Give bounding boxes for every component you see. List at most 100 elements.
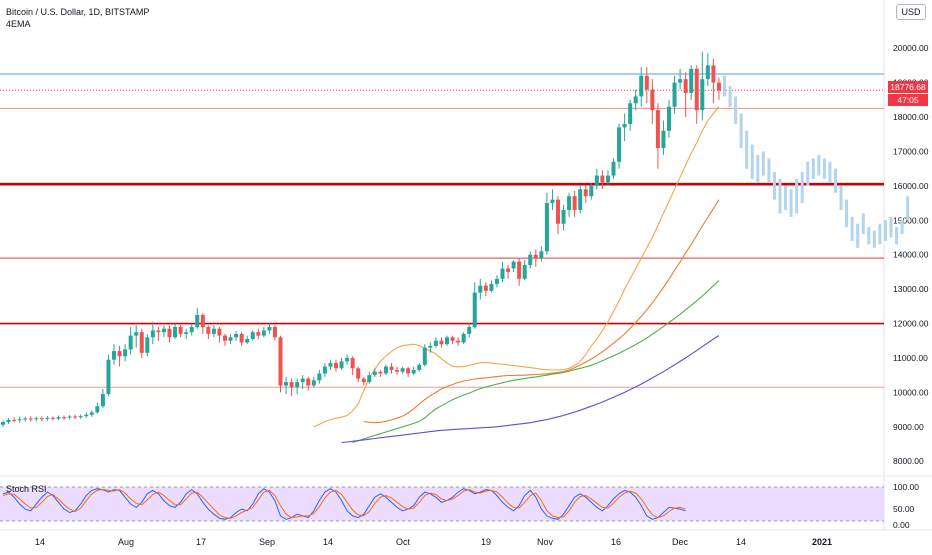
candle-body: [123, 349, 128, 357]
candle-body: [300, 378, 305, 383]
candle-body: [106, 359, 111, 395]
candle-body: [400, 368, 405, 372]
candle-body: [178, 326, 183, 334]
candle-body: [494, 278, 499, 284]
candle-body: [200, 314, 205, 327]
candle-body: [223, 335, 227, 341]
candle-body: [567, 196, 572, 210]
candle-body: [23, 418, 28, 420]
stoch-d-line: [2, 488, 686, 519]
candle-body: [506, 268, 511, 272]
candle-body: [500, 268, 505, 279]
candle-body: [73, 416, 78, 418]
candle-body: [611, 161, 616, 176]
candle-body: [289, 382, 294, 388]
candle-body: [689, 68, 694, 93]
chart-title: Bitcoin / U.S. Dollar, 1D, BITSTAMP: [6, 7, 150, 17]
y-tick-label: 16000.00: [893, 181, 929, 191]
y-tick-label: 18000.00: [893, 112, 929, 122]
candle-body: [256, 332, 261, 336]
candle-body: [195, 314, 200, 327]
y-tick-label: 9000.00: [893, 422, 924, 432]
stoch-rsi-label[interactable]: Stoch RSI: [6, 484, 47, 494]
candle-body: [572, 196, 577, 210]
candle-body: [322, 366, 327, 374]
stoch-tick-label: 100.00: [893, 482, 919, 492]
candle-body: [650, 89, 655, 111]
candle-body: [633, 96, 638, 104]
x-tick-label: 17: [196, 537, 206, 547]
candle-body: [189, 326, 194, 333]
candle-body: [317, 373, 322, 381]
projection-bar: [856, 223, 860, 248]
candle-body: [134, 332, 139, 336]
projection-bar: [784, 185, 788, 210]
candle-body: [117, 351, 122, 357]
projection-bar: [806, 161, 810, 186]
candle-body: [128, 335, 133, 350]
candle-body: [261, 330, 266, 336]
currency-button[interactable]: USD: [896, 4, 926, 20]
projection-bar: [817, 154, 821, 176]
x-tick-label: 14: [35, 537, 45, 547]
candle-body: [467, 326, 472, 334]
candle-body: [145, 337, 150, 353]
candle-body: [411, 370, 416, 374]
candle-body: [306, 378, 311, 386]
projection-bar: [906, 196, 910, 221]
x-tick-label: Oct: [396, 537, 411, 547]
candle-body: [350, 357, 355, 369]
x-tick-label: 2021: [812, 537, 832, 547]
candle-body: [112, 351, 116, 360]
candle-body: [456, 340, 461, 343]
candle-body: [150, 330, 155, 338]
candle-body: [561, 209, 566, 224]
y-tick-label: 10000.00: [893, 387, 929, 397]
candle-body: [550, 199, 555, 204]
indicator-label[interactable]: 4EMA: [6, 19, 31, 29]
candle-body: [1, 421, 5, 425]
candle-body: [361, 378, 366, 383]
candle-body: [667, 106, 671, 131]
candle-body: [89, 412, 94, 415]
x-tick-label: 14: [736, 537, 746, 547]
y-tick-label: 14000.00: [893, 250, 929, 260]
candle-body: [345, 357, 350, 362]
candle-body: [206, 326, 211, 334]
candle-body: [439, 340, 444, 345]
candle-body: [311, 380, 316, 386]
projection-bar: [889, 216, 893, 238]
candle-body: [556, 199, 560, 224]
projection-bar: [750, 144, 754, 179]
candle-body: [583, 189, 588, 197]
candle-body: [50, 417, 55, 419]
candle-body: [161, 328, 166, 333]
candle-body: [428, 345, 433, 348]
candle-body: [295, 382, 300, 388]
candle-body: [639, 75, 644, 97]
ema-line: [352, 280, 720, 443]
candle-body: [184, 332, 189, 334]
candle-body: [245, 339, 250, 343]
candle-body: [678, 79, 683, 83]
candle-body: [156, 330, 161, 333]
projection-bar: [828, 161, 832, 183]
candle-body: [406, 368, 411, 374]
candle-body: [173, 326, 178, 338]
stoch-band: [0, 487, 884, 521]
candle-body: [433, 340, 438, 346]
candle-body: [711, 65, 716, 83]
projection-bar: [772, 172, 776, 200]
projection-bar: [723, 75, 726, 97]
candle-body: [655, 110, 660, 149]
candle-body: [705, 65, 710, 80]
candle-body: [17, 419, 22, 421]
projection-bar: [839, 185, 843, 210]
candle-body: [544, 203, 549, 252]
ema-line: [313, 106, 720, 428]
y-tick-label: 13000.00: [893, 284, 929, 294]
x-tick-label: Aug: [118, 537, 134, 547]
x-tick-label: Sep: [259, 537, 275, 547]
